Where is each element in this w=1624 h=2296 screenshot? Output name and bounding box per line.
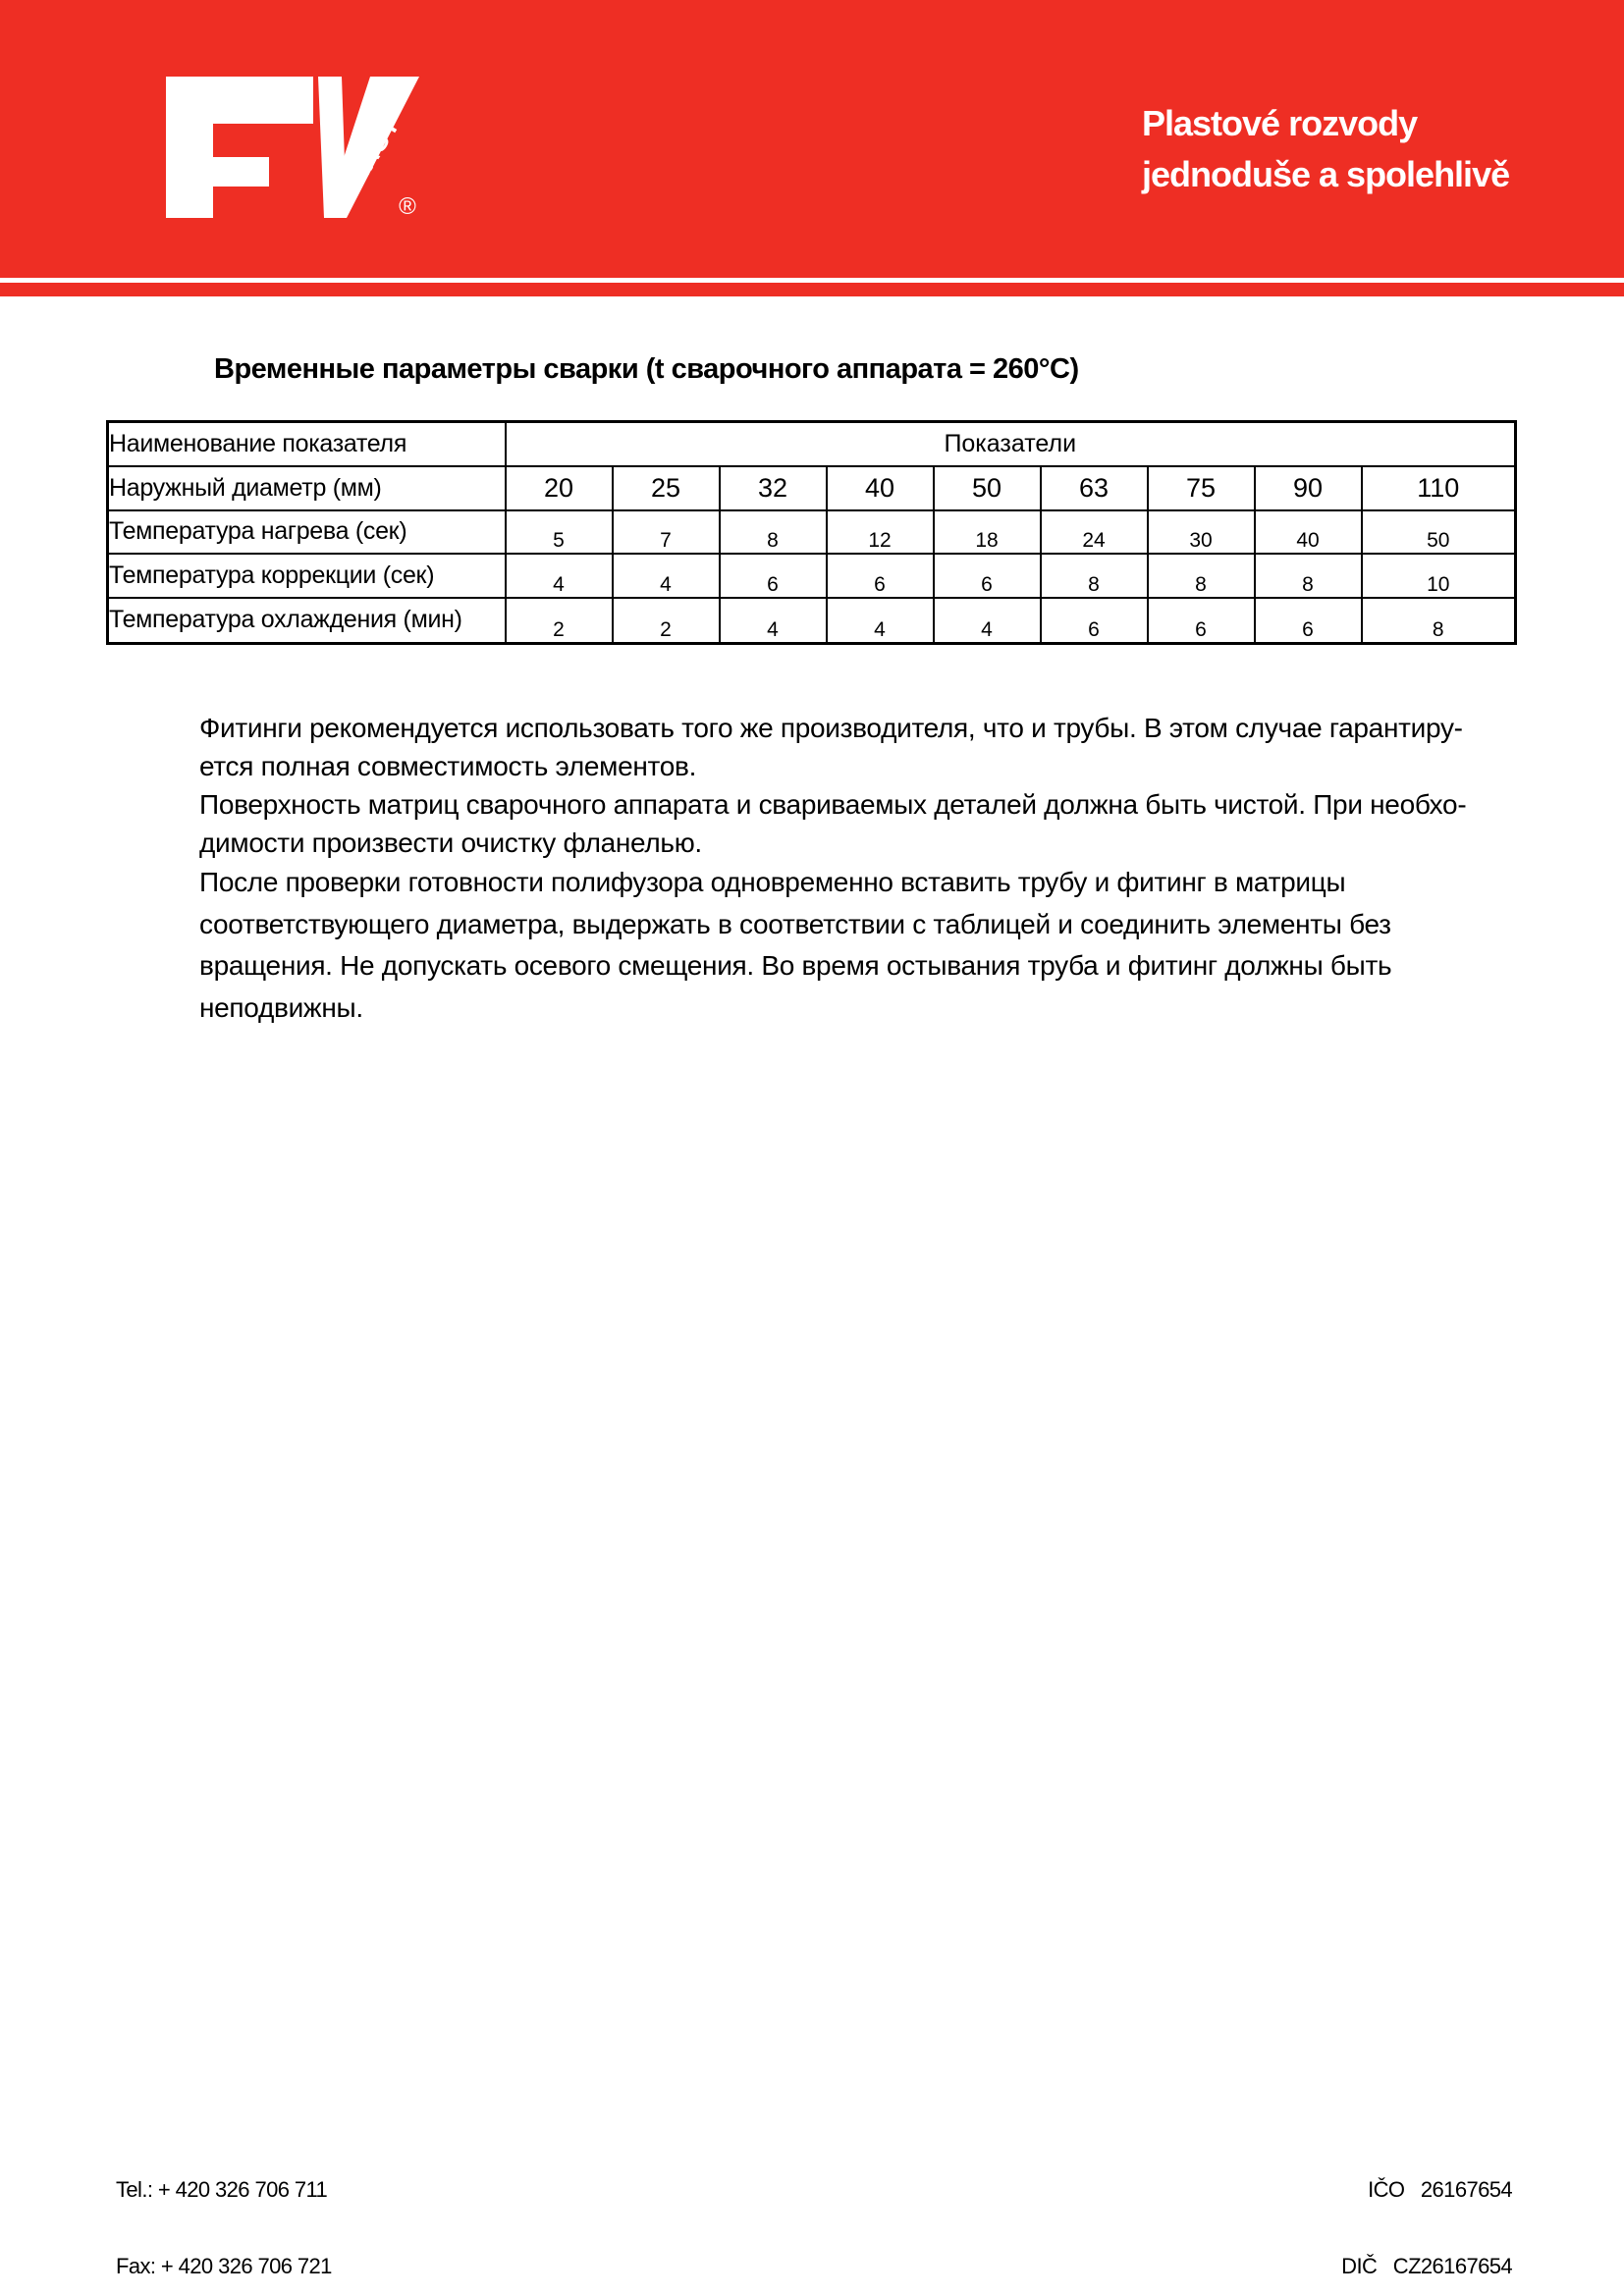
cell-value: 18: [932, 508, 1042, 555]
header-divider-strip: [0, 283, 1624, 296]
footer-fax: Fax: + 420 326 706 721: [116, 2254, 332, 2278]
cell-value: 25: [611, 464, 721, 511]
parameters-table: Наименование показателя Показатели Наружны…: [106, 420, 1517, 645]
cell-value: 63: [1039, 464, 1149, 511]
footer-left: Tel.: + 420 326 706 711 Fax: + 420 326 7…: [116, 2126, 917, 2296]
footer-tel: Tel.: + 420 326 706 711: [116, 2177, 328, 2202]
cell-value: 6: [718, 552, 828, 599]
text-line: Поверхность матриц сварочного аппарата и…: [199, 789, 1467, 820]
logo-letter-f: [166, 77, 313, 218]
cell-value: 2: [611, 596, 721, 645]
cell-value: 8: [1039, 552, 1149, 599]
cell-value: 6: [1039, 596, 1149, 645]
header-tagline: Plastové rozvody jednoduše a spolehlivě: [1142, 98, 1510, 200]
table-header-label: Наименование показателя: [106, 420, 507, 467]
body-text: Фитинги рекомендуется использовать того …: [199, 709, 1535, 1029]
text-line: Фитинги рекомендуется использовать того …: [199, 713, 1463, 743]
table-row: Температура нагрева (сек) 5 7 8 12 18 24 30 40 50: [106, 508, 1517, 555]
text-line: соответствующего диаметра, выдержать в с…: [199, 908, 1391, 939]
cell-value: 4: [611, 552, 721, 599]
tagline-line-2: jednoduše a spolehlivě: [1142, 154, 1510, 194]
tagline-line-1: Plastové rozvody: [1142, 103, 1418, 143]
cell-value: 6: [1253, 596, 1363, 645]
cell-value: 40: [825, 464, 935, 511]
text-line: вращения. Не допускать осевого смещения.…: [199, 950, 1392, 981]
cell-value: 6: [932, 552, 1042, 599]
paragraph: Фитинги рекомендуется использовать того …: [199, 709, 1535, 785]
cell-value: 2: [504, 596, 614, 645]
cell-value: 4: [825, 596, 935, 645]
fv-plast-logo: PLAST ®: [166, 77, 419, 218]
cell-value: 8: [1253, 552, 1363, 599]
row-label: Температура нагрева (сек): [106, 508, 507, 555]
table-row: Температура охлаждения (мин) 2 2 4 4 4 6 6 6 8: [106, 596, 1517, 645]
table-row: Температура коррекции (сек) 4 4 6 6 6 8 8 8 10: [106, 552, 1517, 599]
cell-value: 4: [932, 596, 1042, 645]
cell-value: 8: [1360, 596, 1517, 645]
cell-value: 8: [1146, 552, 1256, 599]
logo-letter-v-right: [324, 77, 419, 218]
cell-value: 12: [825, 508, 935, 555]
cell-value: 24: [1039, 508, 1149, 555]
text-line: После проверки готовности полифузора одн…: [199, 867, 1346, 897]
footer-dic: DIČ CZ26167654: [1341, 2254, 1512, 2278]
cell-value: 6: [825, 552, 935, 599]
cell-value: 90: [1253, 464, 1363, 511]
cell-value: 40: [1253, 508, 1363, 555]
row-label: Температура коррекции (сек): [106, 552, 507, 599]
text-line: неподвижны.: [199, 991, 363, 1023]
cell-value: 8: [718, 508, 828, 555]
cell-value: 30: [1146, 508, 1256, 555]
cell-value: 10: [1360, 552, 1517, 599]
footer-right: IČO 26167654 DIČ CZ26167654 Městský soud…: [1119, 2126, 1512, 2296]
cell-value: 4: [504, 552, 614, 599]
row-label: Наружный диаметр (мм): [106, 464, 507, 511]
cell-value: 6: [1146, 596, 1256, 645]
welding-parameters-table: Наименование показателя Показатели Наружны…: [106, 420, 1517, 645]
cell-value: 50: [932, 464, 1042, 511]
cell-value: 50: [1360, 508, 1517, 555]
cell-value: 20: [504, 464, 614, 511]
table-row: Наружный диаметр (мм) 20 25 32 40 50 63 75 90 110: [106, 464, 1517, 511]
registered-trademark-icon: ®: [399, 193, 416, 218]
cell-value: 32: [718, 464, 828, 511]
cell-value: 75: [1146, 464, 1256, 511]
row-label: Температура охлаждения (мин): [106, 596, 507, 645]
text-line: димости произвести очистку фланелью.: [199, 828, 702, 858]
page-title: Временные параметры сварки (t сварочного…: [214, 353, 1079, 385]
cell-value: 5: [504, 508, 614, 555]
table-header-values: Показатели: [504, 420, 1517, 467]
footer-ico: IČO 26167654: [1368, 2177, 1513, 2202]
paragraph: После проверки готовности полифузора одн…: [199, 862, 1535, 1029]
cell-value: 110: [1360, 464, 1517, 511]
cell-value: 4: [718, 596, 828, 645]
cell-value: 7: [611, 508, 721, 555]
table-header-row: Наименование показателя Показатели: [106, 420, 1517, 467]
paragraph: Поверхность матриц сварочного аппарата и…: [199, 785, 1535, 862]
header-banner: PLAST ® Plastové rozvody jednoduše a spol…: [0, 0, 1624, 278]
text-line: ется полная совместимость элементов.: [199, 751, 697, 781]
